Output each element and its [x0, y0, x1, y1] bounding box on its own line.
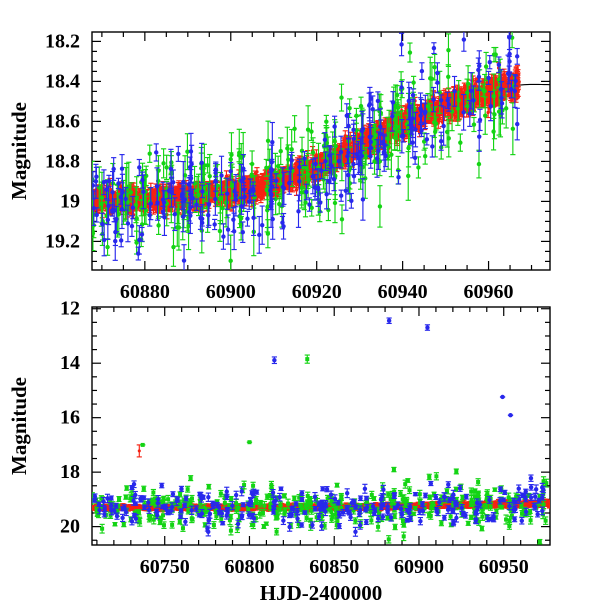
svg-text:60940: 60940 [378, 281, 428, 303]
svg-text:60800: 60800 [224, 556, 274, 578]
svg-text:18.8: 18.8 [45, 150, 80, 172]
svg-text:18.2: 18.2 [45, 30, 80, 52]
svg-text:60920: 60920 [292, 281, 342, 303]
svg-text:18.6: 18.6 [45, 110, 80, 132]
svg-text:Magnitude: Magnitude [7, 102, 31, 200]
svg-text:12: 12 [60, 298, 80, 320]
svg-text:18: 18 [60, 461, 80, 483]
svg-text:60880: 60880 [120, 281, 170, 303]
svg-text:60950: 60950 [479, 556, 529, 578]
svg-text:60900: 60900 [206, 281, 256, 303]
svg-text:14: 14 [60, 352, 80, 374]
svg-text:60900: 60900 [394, 556, 444, 578]
svg-text:60960: 60960 [464, 281, 514, 303]
svg-text:HJD-2400000: HJD-2400000 [260, 581, 383, 600]
svg-text:Magnitude: Magnitude [7, 377, 31, 475]
svg-text:60750: 60750 [140, 556, 190, 578]
svg-text:16: 16 [60, 407, 80, 429]
svg-text:19: 19 [60, 190, 80, 212]
svg-text:19.2: 19.2 [45, 230, 80, 252]
svg-text:20: 20 [60, 516, 80, 538]
svg-text:18.4: 18.4 [45, 70, 80, 92]
svg-text:60850: 60850 [309, 556, 359, 578]
